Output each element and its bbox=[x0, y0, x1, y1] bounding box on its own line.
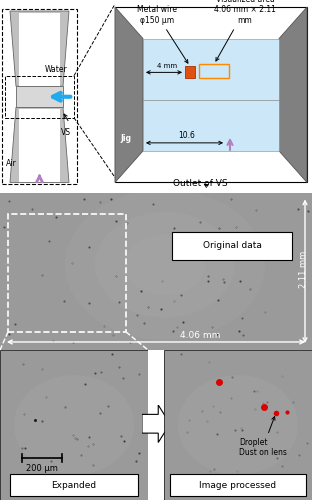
Text: Water: Water bbox=[45, 65, 67, 74]
Bar bbox=[143, 38, 279, 151]
Polygon shape bbox=[10, 11, 69, 86]
Text: Outlet of VS: Outlet of VS bbox=[173, 180, 227, 188]
Bar bbox=[170, 474, 306, 496]
Ellipse shape bbox=[178, 375, 298, 475]
Text: 4.06 mm: 4.06 mm bbox=[180, 331, 220, 340]
Text: 4 mm: 4 mm bbox=[157, 64, 177, 70]
Text: Jig: Jig bbox=[120, 134, 131, 143]
Bar bbox=[8, 214, 126, 332]
Bar bbox=[5, 76, 74, 118]
Text: 10.6: 10.6 bbox=[178, 131, 195, 140]
Ellipse shape bbox=[95, 212, 235, 318]
Text: Air: Air bbox=[6, 160, 17, 168]
Text: Image processed: Image processed bbox=[199, 480, 276, 490]
Ellipse shape bbox=[125, 234, 205, 295]
Polygon shape bbox=[115, 7, 143, 182]
Text: Droplet
Dust on lens: Droplet Dust on lens bbox=[239, 416, 287, 458]
Bar bbox=[19, 12, 60, 86]
Text: Expanded: Expanded bbox=[51, 480, 97, 490]
Polygon shape bbox=[142, 405, 170, 442]
Bar bbox=[19, 109, 60, 182]
Text: Visualized area
4.06 mm × 2.11
mm: Visualized area 4.06 mm × 2.11 mm bbox=[214, 0, 276, 61]
Bar bbox=[10, 474, 138, 496]
Text: 200 μm: 200 μm bbox=[26, 464, 58, 473]
Ellipse shape bbox=[65, 190, 265, 340]
Bar bbox=[199, 64, 229, 78]
Text: Original data: Original data bbox=[202, 241, 261, 250]
Polygon shape bbox=[279, 7, 307, 182]
Bar bbox=[172, 232, 292, 260]
Bar bbox=[2, 9, 77, 184]
Bar bbox=[185, 66, 195, 78]
Text: VS: VS bbox=[61, 128, 71, 138]
Bar bbox=[115, 7, 307, 182]
Bar bbox=[16, 86, 63, 108]
Text: 2.11 mm: 2.11 mm bbox=[299, 251, 308, 288]
Polygon shape bbox=[10, 108, 69, 182]
Ellipse shape bbox=[14, 375, 134, 475]
Text: Metal wire
φ150 μm: Metal wire φ150 μm bbox=[137, 5, 188, 63]
